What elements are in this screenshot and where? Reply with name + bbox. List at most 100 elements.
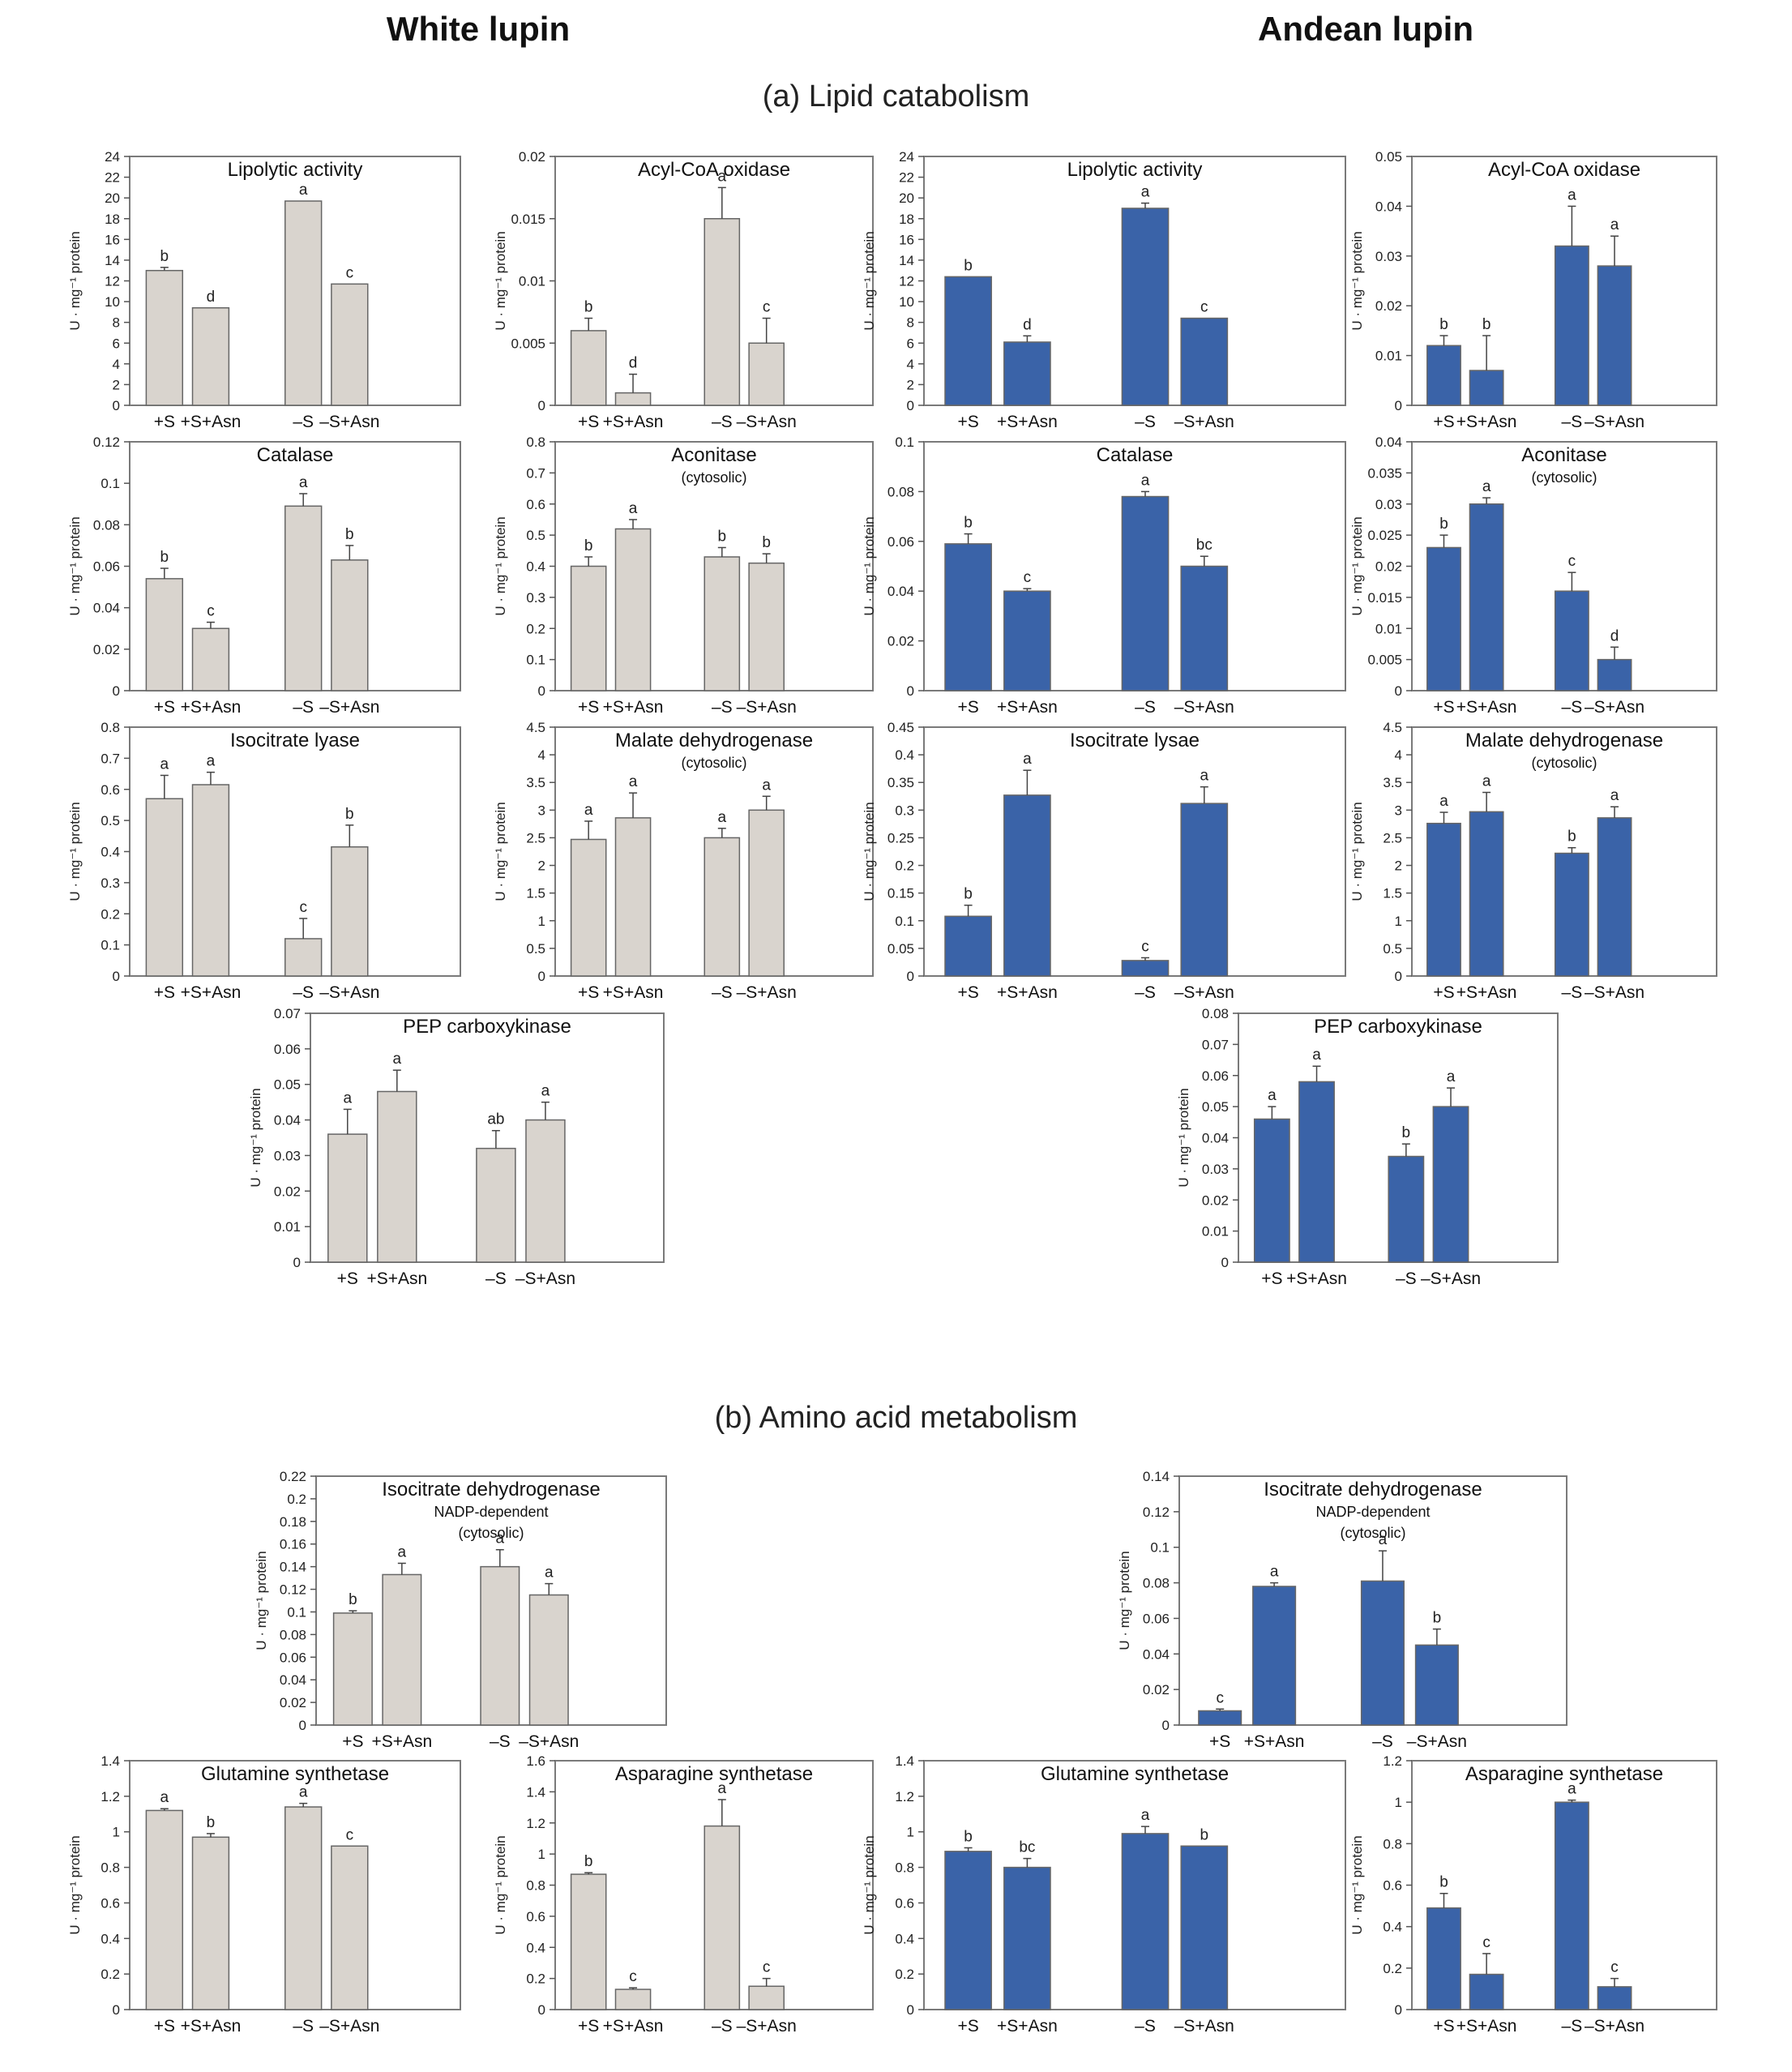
chart-5-ylabel: U · mg⁻¹ protein xyxy=(493,516,508,615)
chart-8-category-label: –S+Asn xyxy=(319,983,379,1002)
chart-19-title: Asparagine synthetase xyxy=(1465,1763,1663,1785)
section-b-title: (b) Amino acid metabolism xyxy=(714,1401,1078,1435)
chart-11-ytick-label: 0 xyxy=(1395,969,1402,984)
chart-9-bar xyxy=(570,838,607,977)
chart-7-ytick-label: 0.015 xyxy=(1367,590,1402,606)
chart-13-bar xyxy=(1388,1155,1425,1263)
chart-13-ytick-label: 0.04 xyxy=(1202,1131,1229,1146)
chart-15-bar xyxy=(1198,1710,1242,1726)
chart-12-ytick-label: 0.07 xyxy=(274,1006,301,1021)
chart-15-category-label: –S+Asn xyxy=(1407,1732,1467,1751)
chart-10-ylabel: U · mg⁻¹ protein xyxy=(862,802,877,901)
chart-14-category-label: +S+Asn xyxy=(371,1732,432,1751)
chart-10-sig-letter: c xyxy=(1141,938,1149,955)
chart-13-ytick-label: 0.07 xyxy=(1202,1037,1229,1052)
chart-13-category-label: –S xyxy=(1396,1269,1417,1288)
chart-9-subtitle: (cytosolic) xyxy=(681,755,746,771)
chart-2-category-label: +S+Asn xyxy=(997,413,1058,431)
chart-0-sig-letter: c xyxy=(346,264,354,281)
chart-10-category-label: –S+Asn xyxy=(1174,983,1234,1002)
chart-2-bar xyxy=(1180,317,1229,406)
chart-9-ytick-label: 0.5 xyxy=(526,941,545,957)
chart-18-ytick-label: 0.8 xyxy=(895,1860,914,1876)
chart-5-bar xyxy=(614,528,652,691)
andean-lupin-title: Andean lupin xyxy=(1258,10,1473,48)
chart-0-ytick-label: 12 xyxy=(105,274,120,289)
chart-11-ytick-label: 4 xyxy=(1395,747,1402,763)
chart-0-ytick-label: 20 xyxy=(105,191,120,206)
chart-15-subtitle: (cytosolic) xyxy=(1340,1525,1405,1541)
chart-14-ytick-label: 0.22 xyxy=(280,1469,306,1484)
chart-2-ytick-label: 12 xyxy=(899,274,914,289)
chart-13-ytick-label: 0.08 xyxy=(1202,1006,1229,1021)
chart-7-bar xyxy=(1469,503,1504,691)
chart-9-ylabel: U · mg⁻¹ protein xyxy=(493,802,508,901)
chart-16-sig-letter: a xyxy=(299,1784,308,1801)
chart-2-bar xyxy=(1121,208,1170,406)
chart-2-ytick-label: 16 xyxy=(899,232,914,247)
chart-6-category-label: +S xyxy=(957,698,978,717)
chart-9-category-label: –S xyxy=(712,983,733,1002)
chart-9-title: Malate dehydrogenase xyxy=(615,730,813,751)
chart-11-bar xyxy=(1554,852,1589,977)
chart-14-bar xyxy=(332,1612,373,1726)
chart-18-ytick-label: 1.4 xyxy=(895,1753,914,1769)
chart-3-bar xyxy=(1554,245,1589,406)
chart-8-sig-letter: a xyxy=(160,756,169,773)
chart-15-category-label: +S xyxy=(1209,1732,1230,1751)
chart-12-ytick-label: 0.03 xyxy=(274,1148,301,1163)
chart-14-ytick-label: 0.14 xyxy=(280,1560,306,1575)
chart-11-ytick-label: 0.5 xyxy=(1383,941,1402,957)
chart-8-bar xyxy=(284,938,323,977)
chart-4-ytick-label: 0.02 xyxy=(93,642,120,657)
chart-1-ytick-label: 0.02 xyxy=(519,149,545,165)
chart-14-ytick-label: 0.2 xyxy=(287,1492,306,1507)
chart-2-category-label: –S+Asn xyxy=(1174,413,1234,431)
chart-13-bar xyxy=(1432,1106,1469,1263)
chart-11-sig-letter: a xyxy=(1439,793,1448,810)
chart-7-sig-letter: a xyxy=(1482,478,1491,495)
chart-18-ylabel: U · mg⁻¹ protein xyxy=(862,1835,877,1934)
chart-1-ytick-label: 0 xyxy=(538,398,545,413)
chart-13-ytick-label: 0.06 xyxy=(1202,1068,1229,1084)
chart-16-ytick-label: 0 xyxy=(113,2002,120,2018)
chart-5-bar xyxy=(704,556,741,691)
chart-15-ytick-label: 0.04 xyxy=(1143,1646,1170,1662)
chart-12-ytick-label: 0.01 xyxy=(274,1219,301,1235)
chart-19-category-label: +S xyxy=(1433,2017,1454,2036)
chart-16-category-label: +S xyxy=(154,2017,175,2036)
chart-0-ytick-label: 18 xyxy=(105,212,120,227)
chart-3-bar xyxy=(1469,370,1504,406)
chart-0-ytick-label: 16 xyxy=(105,232,120,247)
chart-10-bar xyxy=(1003,794,1051,977)
chart-14-ytick-label: 0 xyxy=(299,1718,306,1733)
chart-7-ytick-label: 0.005 xyxy=(1367,653,1402,668)
chart-4-ytick-label: 0.1 xyxy=(101,476,120,491)
chart-2-sig-letter: a xyxy=(1141,184,1150,201)
chart-13-ytick-label: 0.05 xyxy=(1202,1099,1229,1115)
chart-8-category-label: +S xyxy=(154,983,175,1002)
chart-17-category-label: +S xyxy=(578,2017,599,2036)
chart-6-category-label: +S+Asn xyxy=(997,698,1058,717)
chart-1-bar xyxy=(748,342,785,406)
chart-8-category-label: +S+Asn xyxy=(181,983,242,1002)
chart-1-sig-letter: c xyxy=(763,299,771,316)
chart-7-bar xyxy=(1597,658,1632,691)
chart-8-title: Isocitrate lyase xyxy=(230,730,360,751)
chart-0-sig-letter: d xyxy=(207,289,216,306)
chart-16-category-label: –S xyxy=(293,2017,314,2036)
chart-0-bar xyxy=(191,307,230,406)
chart-5-ytick-label: 0.4 xyxy=(526,559,545,575)
chart-12-sig-letter: a xyxy=(541,1083,550,1100)
chart-11-sig-letter: a xyxy=(1482,773,1491,790)
chart-10-ytick-label: 0.45 xyxy=(887,720,914,735)
chart-7-bar xyxy=(1554,590,1589,691)
chart-12-bar xyxy=(377,1090,417,1263)
section-a-title: (a) Lipid catabolism xyxy=(762,79,1030,113)
chart-19-category-label: +S+Asn xyxy=(1456,2017,1517,2036)
chart-4-ytick-label: 0.06 xyxy=(93,559,120,575)
chart-11-ytick-label: 1.5 xyxy=(1383,886,1402,901)
chart-17-sig-letter: b xyxy=(584,1853,593,1870)
chart-18-ytick-label: 0.6 xyxy=(895,1895,914,1911)
chart-12-sig-letter: a xyxy=(393,1051,402,1068)
